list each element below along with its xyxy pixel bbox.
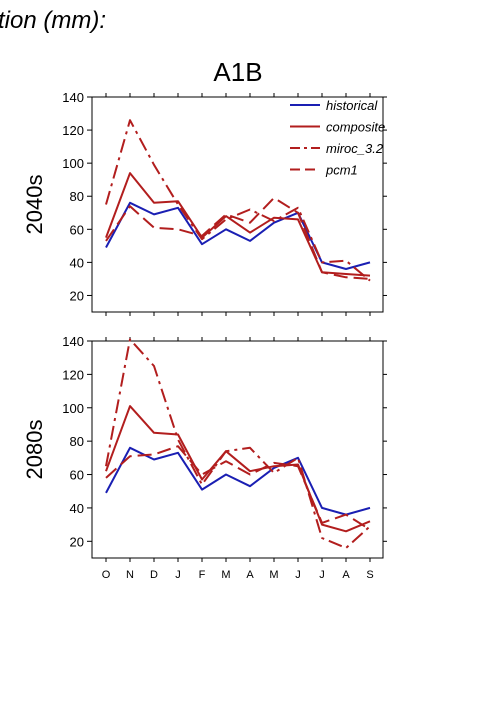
series-line-composite (105, 405, 371, 533)
legend-label: miroc_3.2 (326, 141, 384, 156)
plot-frame (91, 340, 384, 559)
x-tick-label: J (319, 569, 325, 581)
series-line-composite (105, 172, 371, 277)
x-tick-label: M (269, 569, 278, 581)
x-tick-label: D (150, 569, 158, 581)
y-tick-label: 100 (62, 156, 84, 171)
y-tick-label: 60 (70, 468, 84, 483)
legend-label: historical (326, 98, 378, 113)
y-tick-label: 20 (70, 288, 84, 303)
x-tick-label: N (126, 569, 134, 581)
y-tick-label: 80 (70, 434, 84, 449)
x-tick-label: A (246, 569, 254, 581)
panels: 20 40 60 80 100 120 140 2040s historical composit… (22, 90, 387, 581)
y-tick-label: 40 (70, 501, 84, 516)
x-tick-label: J (175, 569, 181, 581)
y-tick-label: 100 (62, 401, 84, 416)
series-line-miroc-3-2 (105, 338, 371, 549)
series-line-historical (105, 446, 371, 516)
row-label: 2040s (22, 175, 47, 235)
y-tick-label: 40 (70, 255, 84, 270)
y-tick-label: 80 (70, 189, 84, 204)
series-line-pcm1 (105, 445, 371, 531)
y-tick-label: 140 (62, 334, 84, 349)
y-tick-label: 120 (62, 123, 84, 138)
x-tick-label: J (295, 569, 301, 581)
figure-title: tion (mm): (0, 7, 106, 34)
legend-label: pcm1 (325, 163, 358, 178)
x-tick-label: F (199, 569, 206, 581)
chart-panel-2080s: 20 40 60 80 100 120 140 O N D J F M A M J J A S 2080s (22, 334, 387, 581)
row-label: 2080s (22, 420, 47, 480)
y-tick-label: 140 (62, 90, 84, 105)
y-tick-label: 20 (70, 534, 84, 549)
y-tick-label: 60 (70, 222, 84, 237)
series-line-historical (105, 201, 371, 270)
plot-frame (91, 96, 384, 313)
x-tick-label: S (366, 569, 373, 581)
chart-panel-2040s: 20 40 60 80 100 120 140 2040s historical composit… (22, 90, 387, 316)
x-tick-label: M (221, 569, 230, 581)
x-tick-label: A (342, 569, 350, 581)
scenario-title: A1B (213, 57, 262, 87)
x-tick-label: O (102, 569, 111, 581)
y-tick-label: 120 (62, 367, 84, 382)
series-line-pcm1 (105, 196, 371, 280)
series-line-miroc-3-2 (105, 119, 371, 282)
legend-label: composite (326, 120, 385, 135)
